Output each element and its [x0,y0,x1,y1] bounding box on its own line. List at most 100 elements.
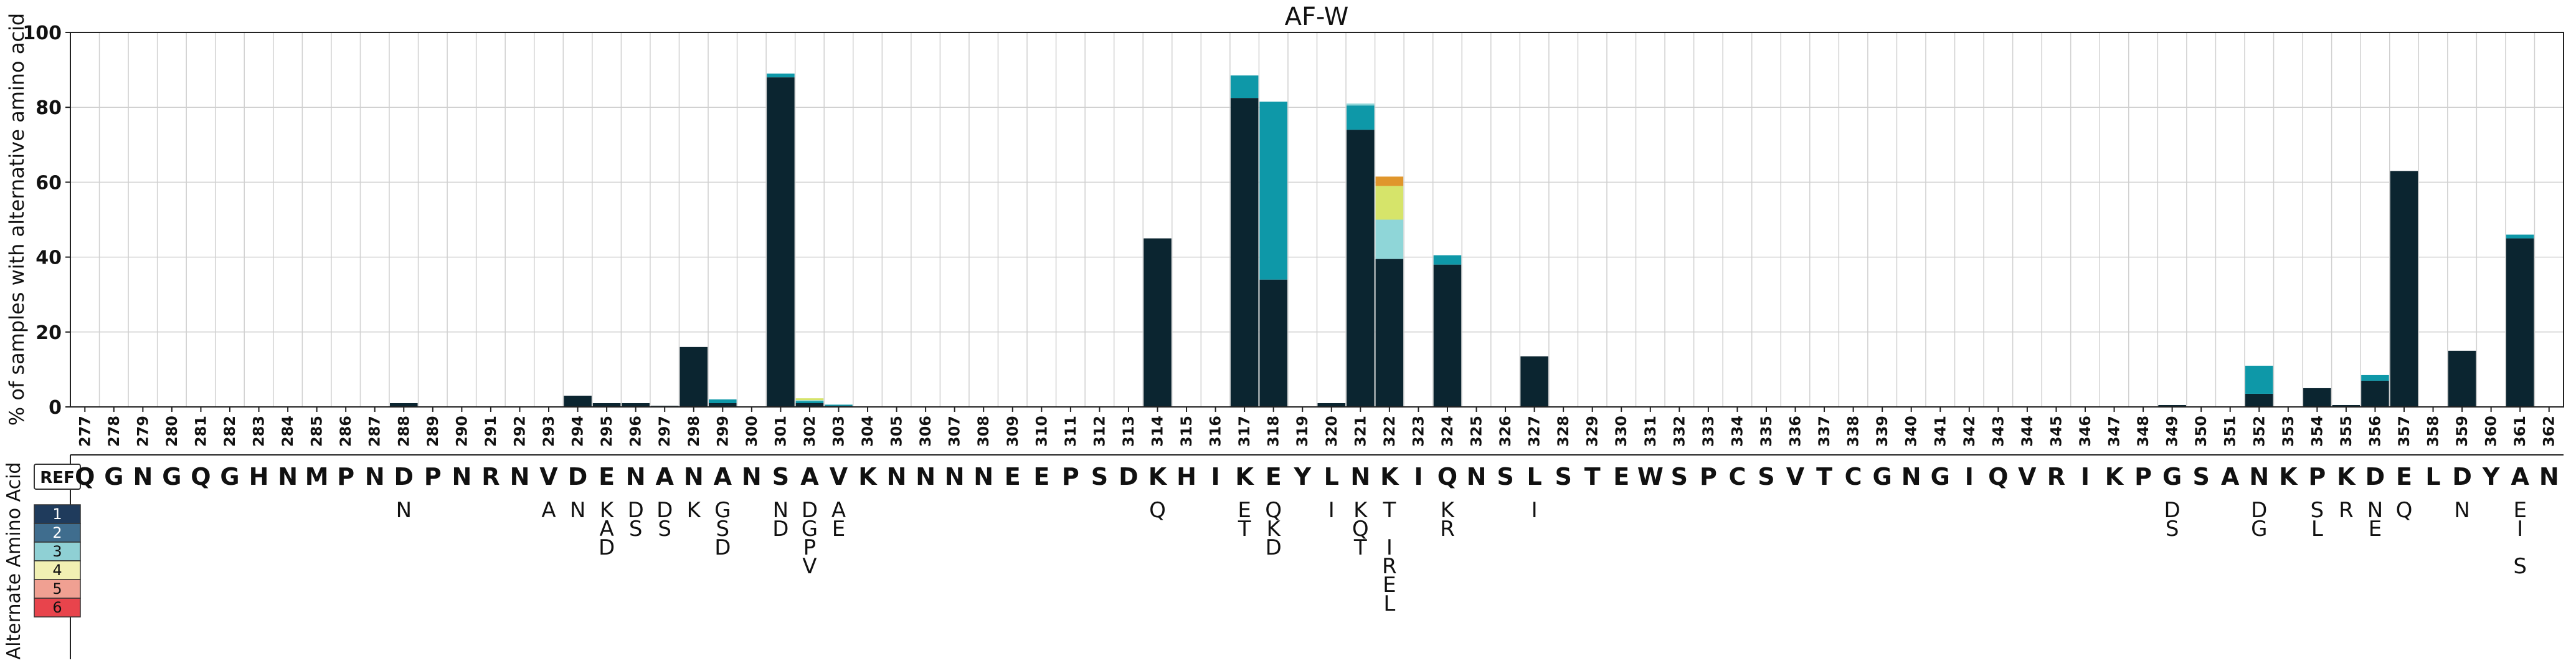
bar-segment-318-1 [1259,279,1287,407]
x-tick-label: 298 [685,416,703,447]
bar-segment-321-2 [1347,105,1375,130]
bar-segment-324-1 [1433,264,1462,407]
alternate-amino-acid: D [802,498,818,523]
alternate-amino-acid: K [1441,498,1456,523]
x-tick-label: 347 [2106,416,2123,447]
x-tick-label: 277 [76,416,93,447]
x-tick-label: 317 [1236,416,1253,447]
alternate-amino-acid: P [803,535,817,560]
alternate-amino-acid: D [2251,498,2267,523]
chart-title: AF-W [1285,2,1349,31]
bar-segment-355-1 [2332,404,2361,407]
reference-amino-acid: Q [1437,463,1457,490]
bar-segment-361-2 [2506,234,2534,239]
reference-amino-acid: P [2308,463,2326,490]
alternate-amino-acid: A [599,517,613,542]
x-tick-label: 360 [2483,416,2500,447]
bar-segment-314-1 [1144,238,1172,407]
x-tick-label: 308 [975,416,992,447]
alternate-amino-acid: N [773,498,788,523]
x-tick-label: 311 [1062,416,1079,447]
bar-segment-356-2 [2361,375,2389,381]
alternate-amino-acid: S [2513,554,2527,579]
reference-amino-acid: D [2365,463,2385,490]
x-tick-label: 333 [1700,416,1717,447]
reference-amino-acid: N [133,463,153,490]
alternate-amino-acid: K [1353,498,1368,523]
bar-segment-301-2 [767,74,795,78]
alternate-amino-acid: D [628,498,644,523]
bar-segment-317-1 [1230,98,1259,408]
bar-segment-301-1 [767,77,795,408]
x-tick-label: 302 [801,416,818,447]
alternate-amino-acid: E [1383,573,1396,598]
x-tick-label: 290 [453,416,470,447]
x-tick-label: 310 [1033,416,1050,447]
reference-amino-acid: N [626,463,646,490]
x-tick-label: 293 [540,416,557,447]
reference-amino-acid: M [305,463,329,490]
reference-amino-acid: Y [1293,463,1311,490]
bar-segment-322-3 [1375,219,1404,259]
reference-amino-acid: A [2221,463,2240,490]
bar-segment-288-1 [390,403,418,407]
reference-amino-acid: I [1211,463,1220,490]
x-tick-label: 289 [424,416,442,447]
reference-amino-acid: N [1467,463,1487,490]
bar-segment-302-3 [795,400,824,401]
reference-amino-acid: N [945,463,965,490]
reference-amino-acid: I [1965,463,1974,490]
y-axis-label: % of samples with alternative amino acid [5,13,29,426]
x-tick-label: 340 [1903,416,1920,447]
reference-amino-acid: N [452,463,471,490]
x-tick-label: 292 [511,416,528,447]
bar-segment-321-3 [1347,103,1375,106]
x-tick-label: 281 [192,416,209,447]
x-tick-label: 280 [163,416,181,447]
bar-segment-322-1 [1375,259,1404,407]
alternate-amino-acid: E [2513,498,2526,523]
reference-amino-acid: N [742,463,762,490]
alternate-amino-acid: I [2517,517,2523,542]
alternate-amino-acid: K [687,498,702,523]
bar-segment-317-2 [1230,75,1259,98]
reference-amino-acid: E [1033,463,1049,490]
y-tick-label: 60 [36,172,62,194]
reference-amino-acid: V [1786,463,1805,490]
reference-amino-acid: L [1527,463,1541,490]
x-tick-label: 305 [888,416,906,447]
x-tick-label: 300 [743,416,760,447]
x-tick-label: 304 [859,416,876,447]
x-tick-label: 337 [1816,416,1833,447]
x-tick-label: 285 [308,416,326,447]
reference-amino-acid: N [684,463,704,490]
alternate-amino-acid: D [772,517,788,542]
x-tick-label: 316 [1207,416,1224,447]
alternate-amino-acid: L [2311,517,2323,542]
x-tick-label: 356 [2366,416,2384,447]
reference-amino-acid: S [772,463,789,490]
reference-amino-acid: E [1613,463,1629,490]
legend-label: 3 [52,543,62,560]
reference-amino-acid: S [1091,463,1108,490]
x-tick-label: 332 [1670,416,1688,447]
alternate-amino-acid: K [600,498,615,523]
x-tick-label: 294 [569,416,587,447]
x-tick-label: 314 [1148,416,1166,447]
x-tick-label: 354 [2308,416,2326,447]
bar-segment-327-1 [1520,356,1548,407]
alternate-amino-acid: S [629,517,643,542]
alternate-amino-acid: G [2251,517,2267,542]
reference-amino-acid: S [2192,463,2209,490]
x-tick-label: 295 [598,416,615,447]
y-tick-label: 0 [49,397,62,419]
x-tick-label: 342 [1961,416,1978,447]
reference-amino-acid: A [2511,463,2529,490]
x-tick-label: 359 [2453,416,2471,447]
x-tick-label: 323 [1409,416,1427,447]
reference-amino-acid: A [655,463,674,490]
x-tick-label: 287 [366,416,384,447]
bar-segment-298-1 [680,346,708,407]
